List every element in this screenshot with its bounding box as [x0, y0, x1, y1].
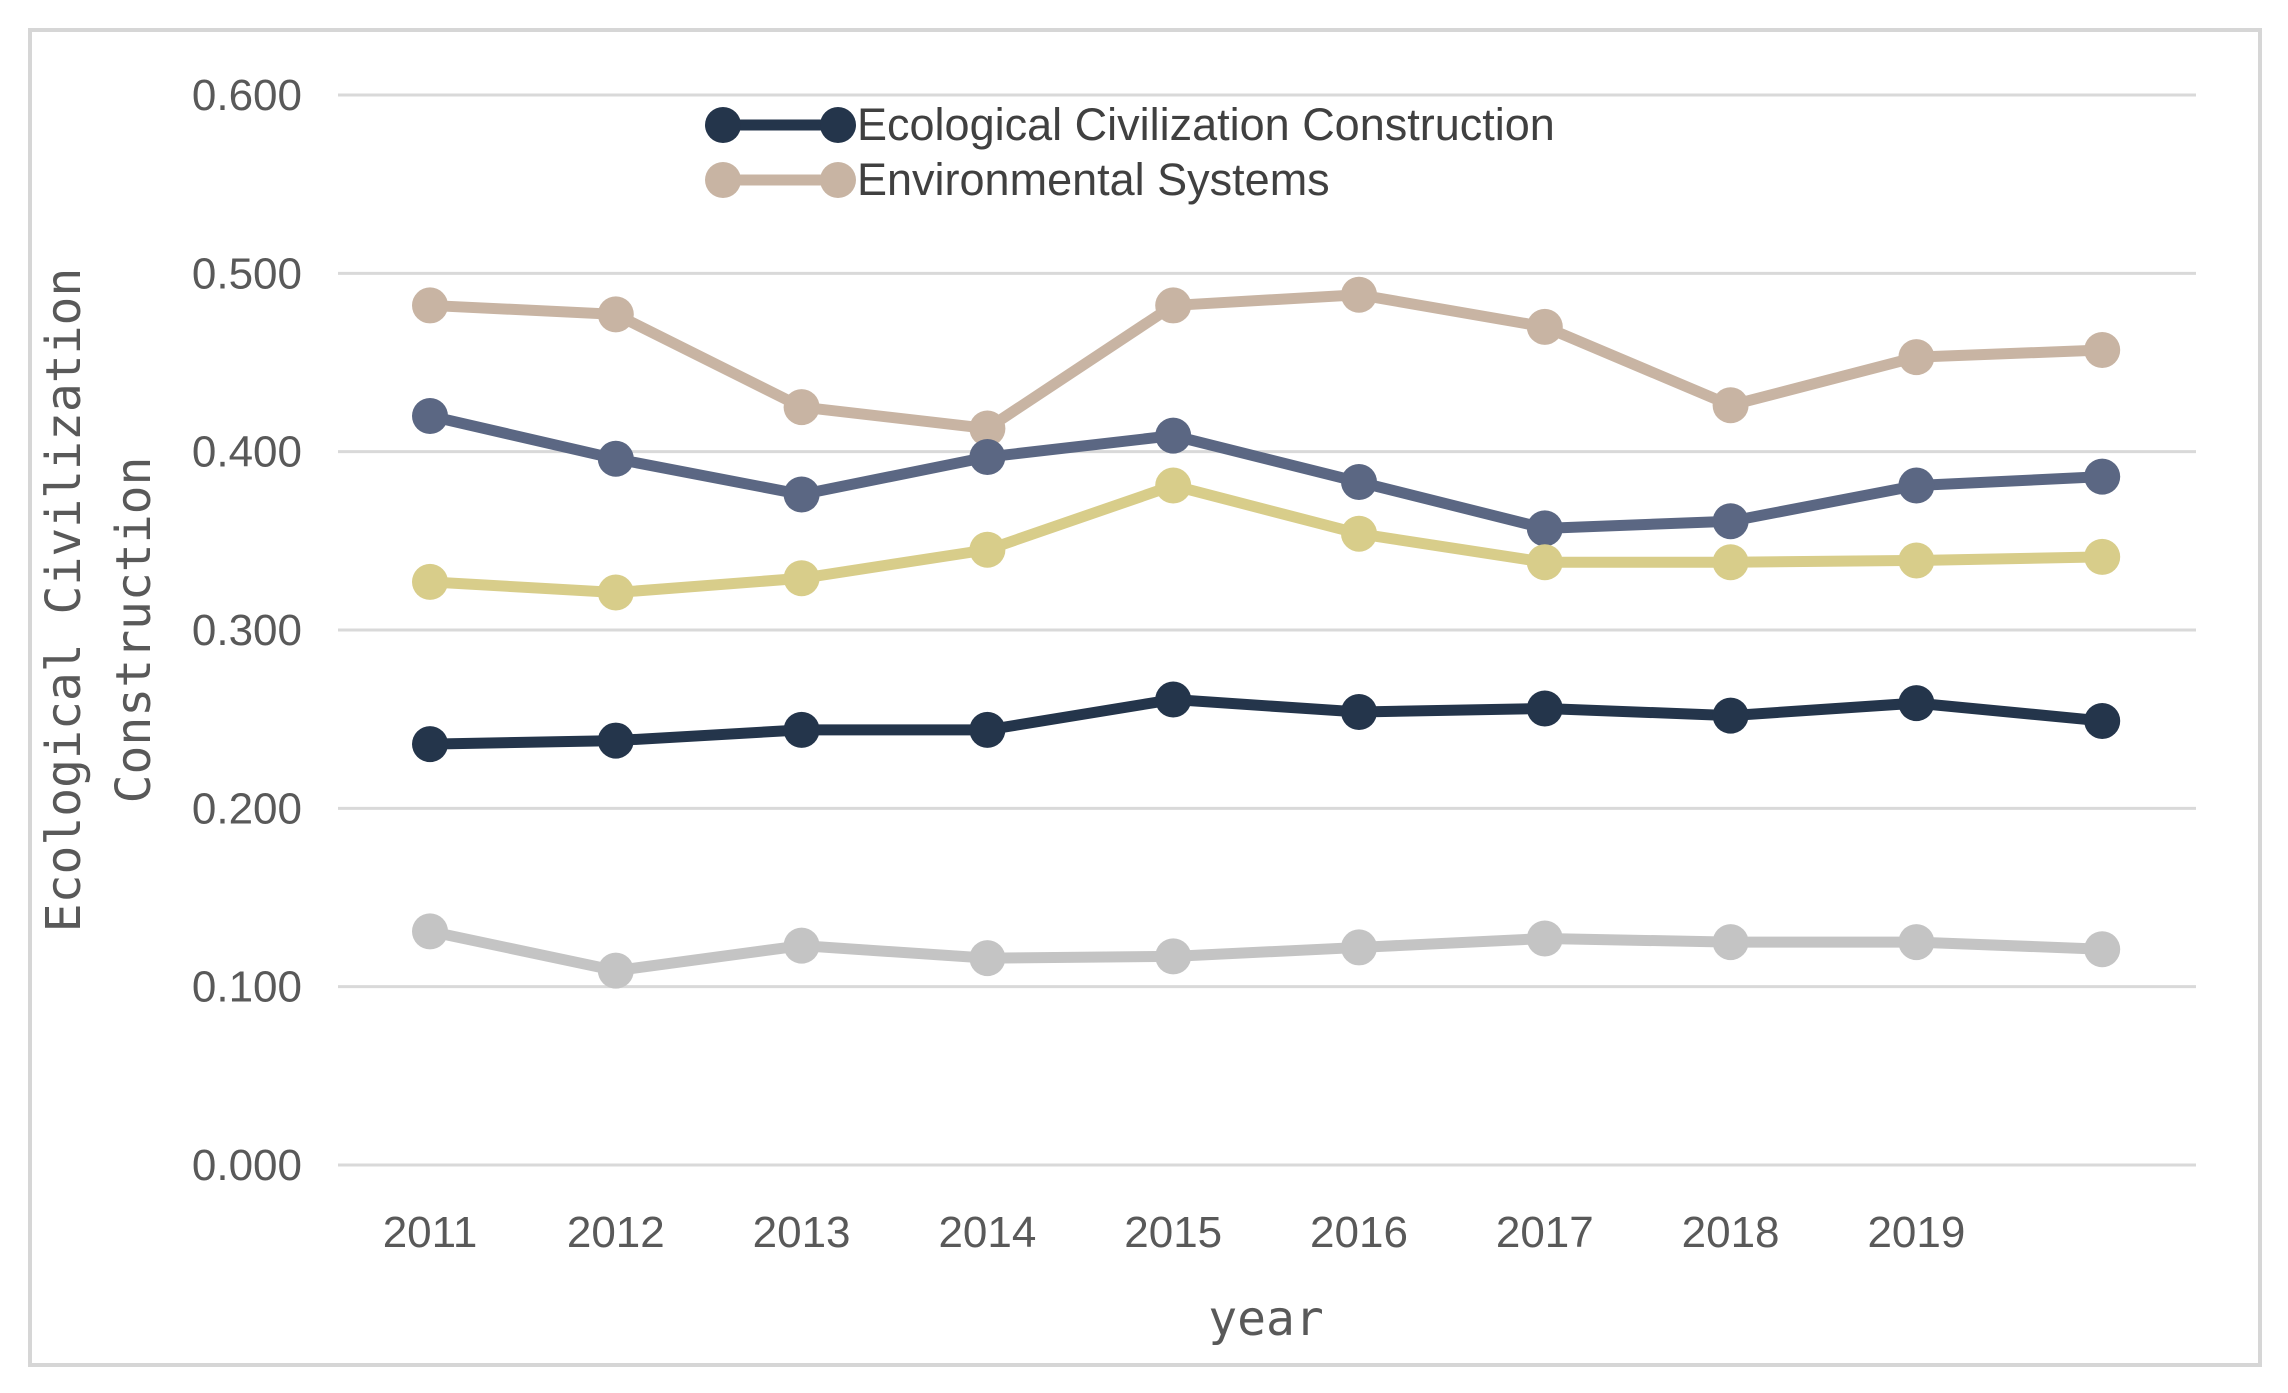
data-point	[1898, 685, 1935, 722]
series-line-2	[424, 410, 2108, 534]
y-tick-label: 0.500	[192, 249, 302, 298]
legend-marker	[820, 107, 856, 143]
data-point	[1341, 694, 1377, 731]
legend-marker	[705, 107, 741, 143]
series-lines	[424, 289, 2108, 977]
data-point	[597, 952, 634, 989]
legend-marker	[705, 162, 741, 198]
data-point	[1341, 463, 1377, 500]
data-point	[412, 398, 448, 434]
data-point	[1341, 929, 1377, 966]
data-point	[969, 439, 1006, 476]
data-point	[969, 940, 1006, 977]
y-axis-title-line-2: Construction	[106, 457, 162, 804]
data-point	[1526, 544, 1563, 581]
data-point	[1155, 287, 1192, 324]
data-point	[969, 410, 1006, 447]
data-point	[2084, 458, 2121, 495]
data-point	[412, 287, 448, 324]
data-point	[2084, 332, 2121, 369]
data-point	[2084, 931, 2121, 968]
series-line-1	[424, 289, 2108, 434]
y-tick-label: 0.600	[192, 71, 302, 120]
legend-entry: Ecological Civilization Construction	[705, 99, 1555, 150]
data-point	[1155, 681, 1192, 718]
data-point	[1898, 339, 1935, 376]
data-point	[1341, 276, 1377, 313]
x-tick-label: 2013	[753, 1208, 851, 1257]
legend-label: Ecological Civilization Construction	[857, 99, 1555, 150]
y-tick-label: 0.100	[192, 963, 302, 1012]
data-point	[597, 722, 634, 759]
data-point	[783, 711, 820, 748]
data-point	[597, 574, 634, 611]
data-point	[1341, 515, 1377, 552]
x-tick-label: 2016	[1310, 1208, 1408, 1257]
data-point	[412, 563, 448, 600]
data-point	[1155, 938, 1192, 975]
legend-label: Environmental Systems	[857, 154, 1330, 205]
data-point	[1898, 542, 1935, 579]
data-point	[1526, 920, 1563, 957]
x-axis-title: year	[1208, 1291, 1324, 1347]
data-point	[2084, 538, 2121, 575]
data-point	[412, 726, 448, 763]
data-point	[1712, 387, 1749, 424]
y-tick-label: 0.400	[192, 428, 302, 477]
y-tick-label: 0.300	[192, 606, 302, 655]
y-axis-title-line-1: Ecological Civilization	[36, 268, 92, 933]
series-points	[412, 276, 2121, 989]
data-point	[969, 531, 1006, 568]
legend-entry: Environmental Systems	[705, 154, 1330, 205]
data-point	[1712, 544, 1749, 581]
y-axis-ticks: 0.000 0.100 0.200 0.300 0.400 0.500 0.600	[192, 71, 302, 1190]
data-point	[1712, 924, 1749, 961]
x-tick-label: 2012	[567, 1208, 665, 1257]
data-point	[969, 711, 1006, 748]
data-point	[2084, 702, 2121, 739]
series-line-3	[424, 480, 2108, 599]
x-tick-label: 2017	[1496, 1208, 1594, 1257]
x-tick-label: 2018	[1682, 1208, 1780, 1257]
x-tick-label: 2014	[938, 1208, 1036, 1257]
y-tick-label: 0.000	[192, 1141, 302, 1190]
data-point	[1898, 467, 1935, 504]
data-point	[597, 296, 634, 333]
data-point	[783, 927, 820, 964]
data-point	[783, 560, 820, 597]
data-point	[783, 476, 820, 513]
data-point	[1526, 510, 1563, 547]
data-point	[1712, 503, 1749, 540]
series-line-4	[424, 694, 2108, 750]
series-line-5	[424, 925, 2108, 977]
legend: Ecological Civilization ConstructionEnvi…	[705, 99, 1555, 205]
data-point	[1155, 467, 1192, 504]
data-point	[1526, 308, 1563, 345]
data-point	[412, 913, 448, 950]
data-point	[1526, 690, 1563, 727]
data-point	[783, 389, 820, 426]
x-tick-label: 2011	[383, 1208, 478, 1257]
gridlines	[338, 93, 2196, 1167]
x-tick-label: 2015	[1124, 1208, 1222, 1257]
legend-marker	[820, 162, 856, 198]
y-tick-label: 0.200	[192, 784, 302, 833]
chart-frame	[28, 28, 2262, 1367]
data-point	[1898, 924, 1935, 961]
data-point	[597, 440, 634, 477]
data-point	[1712, 697, 1749, 734]
y-axis-title: Ecological Civilization Construction	[36, 268, 162, 933]
data-point	[1155, 417, 1192, 454]
x-tick-label: 2019	[1867, 1208, 1965, 1257]
x-axis-ticks: 2011 2012 2013 2014 2015 2016 2017 2018 2019	[383, 1208, 1966, 1257]
